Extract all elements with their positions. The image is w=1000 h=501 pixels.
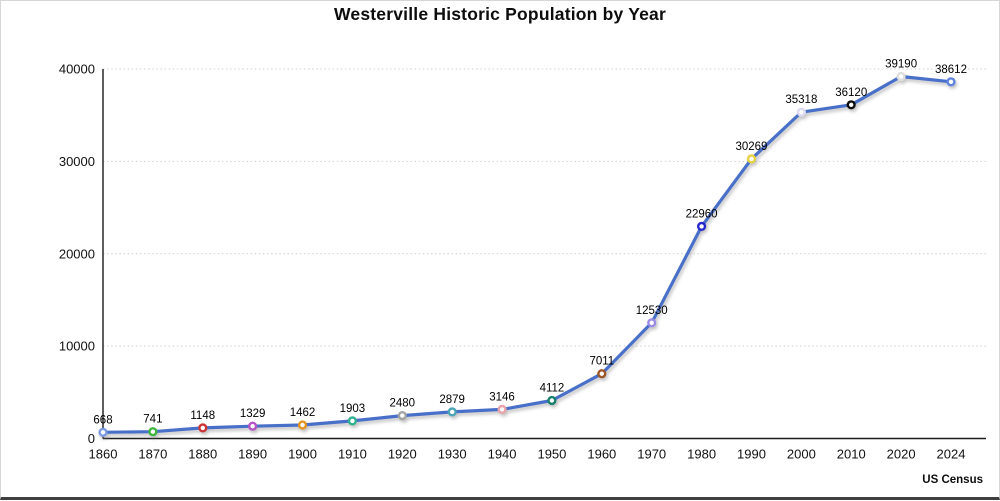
y-tick-label: 0: [88, 431, 95, 446]
data-point-label: 35318: [785, 94, 817, 106]
x-tick-label: 1890: [238, 447, 267, 462]
x-tick-label: 1950: [537, 447, 566, 462]
data-point-marker: [98, 427, 108, 437]
x-tick-label: 1920: [388, 447, 417, 462]
x-tick-label: 1880: [188, 447, 217, 462]
source-label: US Census: [922, 474, 983, 486]
data-point-label: 1462: [290, 407, 316, 419]
data-point-label: 39190: [885, 58, 917, 70]
data-point-marker: [447, 407, 457, 417]
x-tick-label: 2024: [937, 447, 966, 462]
x-tick-label: 1970: [637, 447, 666, 462]
data-point-label: 2879: [439, 394, 465, 406]
data-point-label: 1329: [240, 408, 266, 420]
data-point-label: 12530: [636, 305, 668, 317]
x-tick-label: 1860: [89, 447, 118, 462]
x-tick-label: 1900: [288, 447, 317, 462]
data-point-marker: [896, 71, 906, 82]
y-tick-label: 40000: [59, 62, 95, 77]
data-point-label: 22960: [686, 208, 718, 220]
data-point-marker: [497, 404, 507, 415]
data-point-label: 38612: [935, 64, 967, 76]
data-point-marker: [248, 421, 258, 431]
data-point-label: 741: [143, 414, 162, 426]
x-tick-label: 2000: [787, 447, 816, 462]
y-tick-label: 10000: [59, 339, 95, 354]
x-tick-label: 1930: [438, 447, 467, 462]
x-tick-label: 1940: [488, 447, 517, 462]
chart-title: Westerville Historic Population by Year: [334, 4, 666, 24]
x-tick-label: 1960: [587, 447, 616, 462]
data-point-marker: [946, 77, 956, 87]
x-tick-label: 1990: [737, 447, 766, 462]
data-point-marker: [347, 416, 358, 426]
data-point-label: 3146: [489, 391, 515, 403]
data-point-label: 2480: [389, 398, 415, 410]
population-series: [98, 71, 956, 437]
data-point-marker: [746, 154, 757, 164]
data-point-marker: [846, 100, 856, 110]
data-point-marker: [696, 221, 707, 232]
data-point-marker: [297, 420, 308, 430]
data-point-marker: [547, 395, 557, 406]
data-point-label: 1903: [340, 403, 366, 415]
data-point-marker: [397, 411, 407, 421]
data-point-label: 668: [93, 414, 112, 426]
data-point-label: 4112: [540, 383, 565, 395]
y-tick-label: 30000: [59, 154, 95, 169]
data-point-marker: [647, 318, 657, 328]
data-point-marker: [198, 423, 208, 433]
data-point-label: 30269: [735, 141, 767, 153]
data-point-label: 36120: [835, 87, 867, 99]
x-tick-label: 2020: [887, 447, 916, 462]
data-point-label: 1148: [190, 410, 215, 422]
data-point-marker: [148, 427, 158, 437]
x-tick-label: 1870: [138, 447, 167, 462]
series-line: [101, 74, 953, 434]
y-tick-label: 20000: [59, 246, 95, 261]
x-tick-label: 1980: [687, 447, 716, 462]
data-point-marker: [597, 369, 607, 379]
x-tick-label: 1910: [338, 447, 367, 462]
data-point-label: 7011: [589, 356, 614, 368]
x-tick-label: 2010: [837, 447, 866, 462]
data-point-marker: [796, 107, 807, 117]
